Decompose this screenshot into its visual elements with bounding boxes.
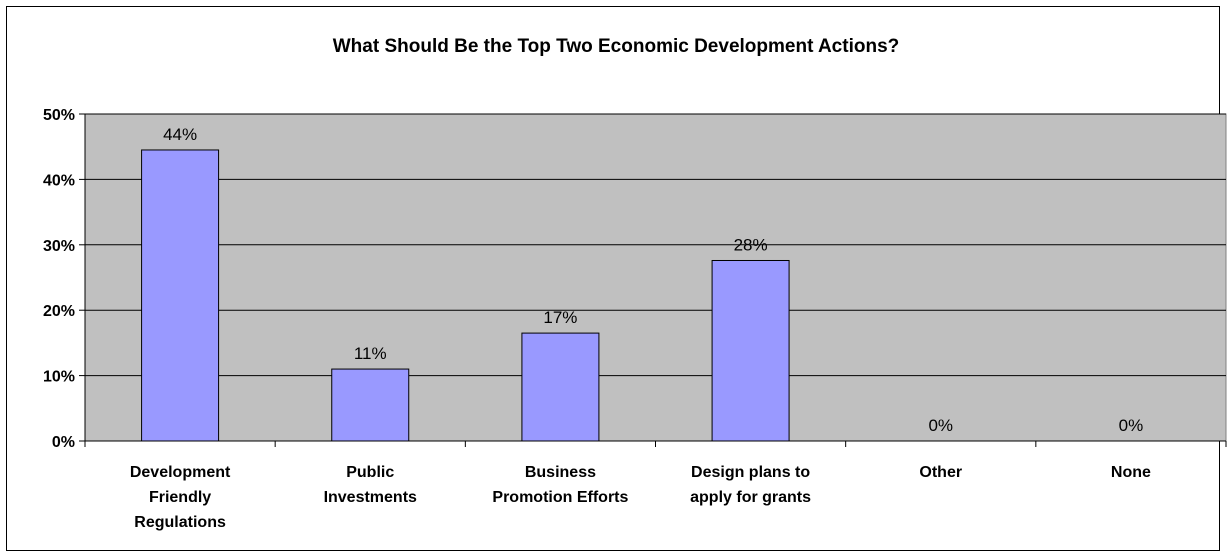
x-tick-label: Friendly <box>149 489 211 506</box>
plot-area <box>84 113 1227 442</box>
x-tick-label: Business <box>525 464 596 481</box>
data-label: 0% <box>928 416 953 435</box>
data-label: 0% <box>1119 416 1144 435</box>
bars: 44% 11% 17% 28% 0% 0% <box>141 125 1144 442</box>
bar <box>521 332 600 442</box>
y-tick-label: 10% <box>43 369 75 386</box>
y-tick-label: 20% <box>43 303 75 320</box>
x-tick-label: Design plans to <box>691 464 810 481</box>
x-tick-label: None <box>1111 464 1151 481</box>
data-label: 28% <box>734 235 768 254</box>
gridlines <box>85 113 1226 377</box>
x-tick-label: Investments <box>324 489 417 506</box>
x-tick-label: Other <box>919 464 962 481</box>
x-tick-label: Development <box>130 464 231 481</box>
y-tick-label: 30% <box>43 238 75 255</box>
data-label: 44% <box>163 125 197 144</box>
x-tick-label: apply for grants <box>690 489 811 506</box>
data-label: 11% <box>354 344 387 363</box>
x-tick-label: Public <box>346 464 394 481</box>
y-tick-label: 50% <box>43 107 75 124</box>
x-tick-label: Promotion Efforts <box>492 489 628 506</box>
bar <box>331 368 410 442</box>
x-axis: Development Friendly Regulations Public Inve… <box>84 440 1227 531</box>
bar <box>711 259 790 442</box>
y-tick-label: 0% <box>52 434 75 451</box>
x-tick-label: Regulations <box>134 514 226 531</box>
chart-title: What Should Be the Top Two Economic Deve… <box>333 36 900 57</box>
y-tick-label: 40% <box>43 172 75 189</box>
bar <box>141 149 220 442</box>
data-label: 17% <box>543 308 577 327</box>
y-axis: 0% 10% 20% 30% 40% 50% <box>43 107 86 451</box>
